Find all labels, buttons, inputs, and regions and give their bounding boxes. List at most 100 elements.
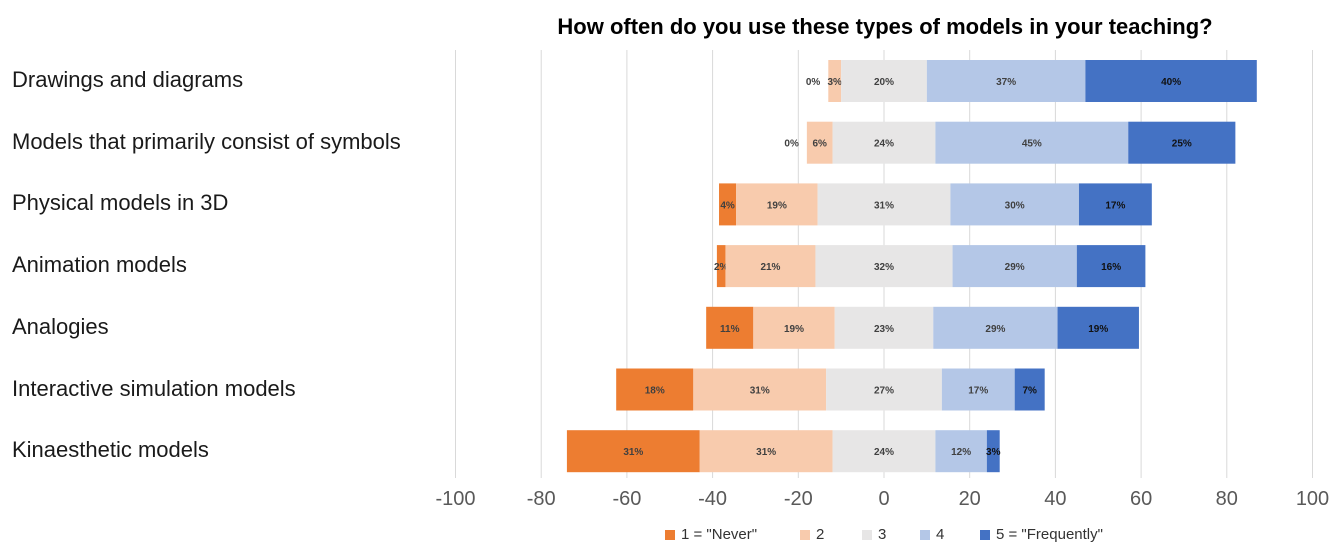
bar-segment: [719, 183, 737, 226]
data-label: 11%: [720, 324, 740, 335]
category-label: Analogies: [12, 313, 109, 339]
data-label: 24%: [874, 447, 894, 458]
bar-segment: [1128, 121, 1236, 164]
bar-segment: [832, 430, 936, 473]
data-label: 37%: [996, 77, 1016, 88]
legend-label: 3: [878, 526, 887, 543]
bar-segment: [828, 60, 842, 102]
data-label: 20%: [874, 77, 894, 88]
legend-swatch: [980, 529, 990, 540]
legend-label: 4: [936, 526, 945, 543]
bar-segment: [941, 368, 1015, 411]
bar-segment: [826, 368, 942, 411]
bar-segment: [706, 306, 754, 349]
bar-segment: [806, 121, 833, 164]
x-tick-label: -40: [698, 488, 727, 510]
data-label: 3%: [986, 447, 1001, 458]
bar-segment: [832, 121, 936, 164]
bar-segment: [935, 121, 1129, 164]
chart-legend: 1 = "Never" 2 3 4 5 = "Frequently": [0, 526, 1337, 546]
data-label: 24%: [874, 139, 894, 150]
legend-swatch: [862, 529, 872, 540]
bar-segment: [566, 430, 700, 473]
bar-segment: [815, 245, 953, 288]
data-label: 25%: [1172, 139, 1192, 150]
data-label: 31%: [623, 447, 643, 458]
bar-segment: [725, 245, 816, 288]
data-label: 7%: [1022, 386, 1037, 397]
data-label: 40%: [1161, 77, 1181, 88]
category-label: Physical models in 3D: [12, 190, 229, 216]
data-label: 31%: [874, 200, 894, 211]
x-tick-label: 20: [959, 488, 981, 510]
data-label: 18%: [645, 386, 665, 397]
category-label: Kinaesthetic models: [12, 437, 209, 463]
data-label: 21%: [760, 262, 780, 273]
legend-swatch: [665, 529, 675, 540]
data-label: 6%: [812, 139, 827, 150]
bar-segment: [616, 368, 694, 411]
x-tick-label: 100: [1296, 488, 1329, 510]
data-label: 23%: [874, 324, 894, 335]
x-tick-label: 0: [878, 488, 889, 510]
legend-item: 1 = "Never": [665, 526, 757, 543]
bar-segment: [699, 430, 833, 473]
data-label: 4%: [720, 200, 735, 211]
bar-segment: [935, 430, 987, 473]
legend-item: 3: [862, 526, 886, 543]
data-label: 19%: [1088, 324, 1108, 335]
bar-segment: [817, 183, 951, 226]
data-label: 32%: [874, 262, 894, 273]
legend-label: 5 = "Frequently": [996, 526, 1103, 543]
data-label: 27%: [874, 386, 894, 397]
data-label: 12%: [951, 447, 971, 458]
bar-segment: [693, 368, 827, 411]
legend-item: 4: [920, 526, 944, 543]
bar-segment: [716, 245, 726, 288]
data-label: 31%: [750, 386, 770, 397]
bar-segment: [841, 60, 927, 102]
legend-label: 1 = "Never": [681, 526, 758, 543]
data-label: 17%: [968, 386, 988, 397]
data-label: 45%: [1022, 139, 1042, 150]
bar-segment: [1076, 245, 1146, 288]
x-tick-label: 80: [1216, 488, 1238, 510]
bar-segment: [834, 306, 934, 349]
legend-item: 5 = "Frequently": [980, 526, 1103, 543]
data-label: 19%: [767, 200, 787, 211]
bar-segment: [1057, 306, 1139, 349]
category-label: Interactive simulation models: [12, 375, 296, 401]
x-tick-label: -80: [527, 488, 556, 510]
legend-swatch: [920, 529, 930, 540]
category-label: Drawings and diagrams: [12, 67, 244, 92]
bar-segment: [753, 306, 835, 349]
bar-segment: [1078, 183, 1152, 226]
data-label: 17%: [1105, 200, 1125, 211]
x-tick-label: 60: [1130, 488, 1152, 510]
data-label: 0%: [806, 77, 821, 88]
data-label: 0%: [784, 139, 799, 150]
data-label: 19%: [784, 324, 804, 335]
bar-segment: [933, 306, 1058, 349]
bar-segment: [926, 60, 1086, 102]
bar-segment: [950, 183, 1079, 226]
data-label: 29%: [1005, 262, 1025, 273]
category-label: Animation models: [12, 252, 187, 278]
data-label: 30%: [1005, 200, 1025, 211]
bar-segment: [986, 430, 1000, 473]
x-tick-label: -100: [435, 488, 475, 510]
bar-segment: [1014, 368, 1045, 411]
bar-segment: [952, 245, 1077, 288]
bar-segment: [1085, 60, 1257, 102]
bar-segment: [736, 183, 818, 226]
x-tick-label: -60: [612, 488, 641, 510]
x-tick-label: -20: [784, 488, 813, 510]
data-label: 16%: [1101, 262, 1121, 273]
data-label: 3%: [827, 77, 842, 88]
category-label: Models that primarily consist of symbols: [12, 128, 401, 154]
data-label: 31%: [756, 447, 776, 458]
legend-swatch: [800, 529, 810, 540]
legend-label: 2: [816, 526, 825, 543]
x-tick-label: 40: [1044, 488, 1066, 510]
